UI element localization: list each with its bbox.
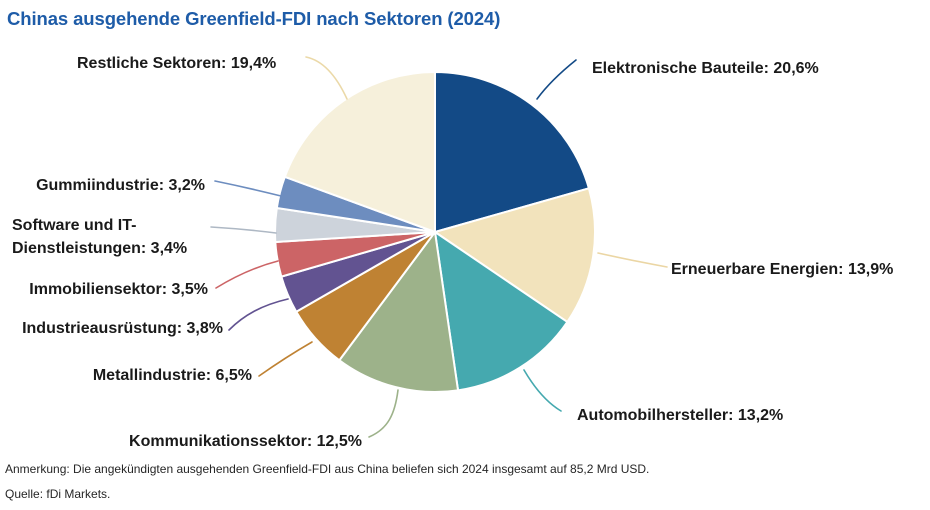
pie-slice-restliche — [283, 71, 436, 233]
pie-label-immobiliensektor: Immobiliensektor: 3,5% — [29, 281, 208, 298]
leader-line-software — [210, 226, 277, 234]
chart-title: Chinas ausgehende Greenfield-FDI nach Se… — [7, 8, 501, 29]
pie-slice-erneuerbare — [434, 187, 596, 323]
footnote-anmerkung: Anmerkung: Die angekündigten ausgehenden… — [5, 462, 650, 476]
pie-label-industrieausruestung: Industrieausrüstung: 3,8% — [22, 320, 223, 337]
pie-label-metallindustrie: Metallindustrie: 6,5% — [92, 367, 252, 384]
leader-line-restliche — [305, 56, 348, 100]
pie-label-automobilhersteller: Automobilhersteller: 13,2% — [577, 407, 784, 424]
pie-label-erneuerbare-energien: Erneuerbare Energien: 13,9% — [671, 261, 894, 278]
leader-line-kommunikation — [368, 389, 399, 438]
leader-line-erneuerbare — [597, 252, 668, 268]
pie-label-elektronische-bauteile: Elektronische Bauteile: 20,6% — [592, 60, 819, 77]
pie-slice-automobil — [434, 231, 569, 392]
pie-slice-elektronische — [434, 71, 590, 233]
pie-label-software-it: Software und IT-Dienstleistungen: 3,4% — [12, 217, 188, 258]
leader-line-automobil — [523, 369, 562, 412]
leader-line-industrieausruestung — [228, 298, 289, 331]
pie-slice-kommunikation — [338, 231, 460, 393]
leader-line-immobilien — [215, 260, 279, 289]
pie-chart — [210, 56, 668, 438]
leader-line-elektronische — [536, 59, 577, 100]
leader-line-metall — [258, 341, 313, 377]
footnote-quelle: Quelle: fDi Markets. — [5, 487, 111, 501]
leader-line-gummi — [214, 180, 282, 197]
pie-label-kommunikationssektor: Kommunikationssektor: 12,5% — [129, 433, 362, 450]
pie-label-restliche-sektoren: Restliche Sektoren: 19,4% — [77, 55, 277, 72]
pie-label-gummiindustrie: Gummiindustrie: 3,2% — [36, 177, 205, 194]
